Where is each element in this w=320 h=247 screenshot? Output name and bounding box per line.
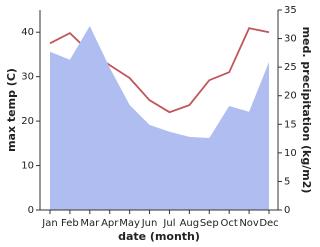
x-tick-label: Mar (80, 218, 100, 229)
y2-tick-label: 25 (284, 62, 297, 73)
x-tick-label: Sep (200, 218, 219, 229)
y-tick-label: 10 (21, 161, 34, 172)
precip-area (50, 26, 269, 210)
x-tick-label: Jul (162, 218, 175, 229)
y2-tick-label: 10 (284, 148, 297, 159)
y-axis-label: max temp (C) (5, 68, 18, 152)
y-tick-label: 0 (28, 205, 34, 216)
y2-tick-label: 20 (284, 91, 297, 102)
y-tick-label: 20 (21, 116, 34, 127)
x-axis-label: date (month) (118, 230, 200, 243)
y2-tick-label: 5 (284, 176, 290, 187)
y2-tick-label: 35 (284, 5, 297, 16)
y-tick-label: 40 (21, 27, 34, 38)
x-tick-label: Oct (221, 218, 238, 229)
x-tick-label: Jun (141, 218, 158, 229)
y2-axis-label: med. precipitation (kg/m2) (300, 27, 313, 194)
x-tick-label: Feb (61, 218, 79, 229)
x-tick-label: Jan (41, 218, 57, 229)
y-tick-label: 30 (21, 72, 34, 83)
x-tick-label: Apr (101, 218, 119, 229)
x-tick-label: Dec (259, 218, 278, 229)
x-tick-label: May (119, 218, 140, 229)
y2-tick-label: 0 (284, 205, 290, 216)
y2-tick-label: 15 (284, 119, 297, 130)
y2-tick-label: 30 (284, 34, 297, 45)
x-tick-label: Nov (239, 218, 259, 229)
x-tick-label: Aug (180, 218, 200, 229)
